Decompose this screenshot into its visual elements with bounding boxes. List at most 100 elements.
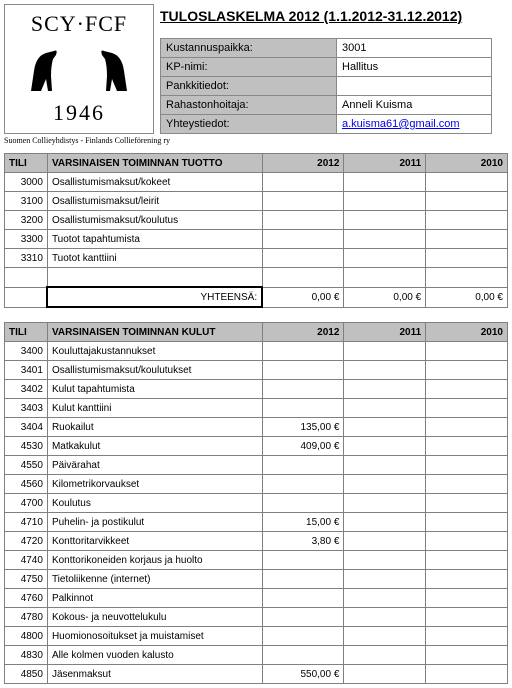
info-label: Pankkitiedot: xyxy=(161,77,337,96)
table-row: 3404Ruokailut135,00 € xyxy=(5,418,508,437)
val-2011 xyxy=(344,608,426,627)
table-row: 4700Koulutus xyxy=(5,494,508,513)
org-subtitle: Suomen Collieyhdistys - Finlands Collief… xyxy=(4,136,508,145)
account-code: 3100 xyxy=(5,192,48,211)
val-2012 xyxy=(262,475,344,494)
val-2010 xyxy=(426,665,508,684)
account-desc: Osallistumismaksut/kokeet xyxy=(47,173,262,192)
val-2010 xyxy=(426,361,508,380)
val-2010 xyxy=(426,627,508,646)
total-2011: 0,00 € xyxy=(344,287,426,307)
account-code: 4550 xyxy=(5,456,48,475)
val-2011 xyxy=(344,475,426,494)
val-2010 xyxy=(426,249,508,268)
table-row: 4800Huomionosoitukset ja muistamiset xyxy=(5,627,508,646)
table-row: 3100Osallistumismaksut/leirit xyxy=(5,192,508,211)
val-2010 xyxy=(426,418,508,437)
val-2010 xyxy=(426,456,508,475)
val-2012 xyxy=(262,211,344,230)
info-value[interactable]: a.kuisma61@gmail.com xyxy=(337,115,492,134)
val-2012 xyxy=(262,627,344,646)
account-desc: Osallistumismaksut/koulutukset xyxy=(47,361,262,380)
val-2010 xyxy=(426,646,508,665)
account-desc: Matkakulut xyxy=(47,437,262,456)
val-2010 xyxy=(426,475,508,494)
account-desc: Kokous- ja neuvottelukulu xyxy=(47,608,262,627)
logo-dogs xyxy=(5,41,153,96)
val-2012 xyxy=(262,589,344,608)
val-2011 xyxy=(344,418,426,437)
val-2011 xyxy=(344,230,426,249)
table-row: 4830Alle kolmen vuoden kalusto xyxy=(5,646,508,665)
val-2012 xyxy=(262,361,344,380)
val-2011 xyxy=(344,399,426,418)
col-2010: 2010 xyxy=(426,154,508,173)
account-code: 3402 xyxy=(5,380,48,399)
info-value: Anneli Kuisma xyxy=(337,96,492,115)
col-2010: 2010 xyxy=(426,323,508,342)
account-code: 3401 xyxy=(5,361,48,380)
val-2012 xyxy=(262,230,344,249)
account-desc: Tuotot tapahtumista xyxy=(47,230,262,249)
total-2010: 0,00 € xyxy=(426,287,508,307)
table-row: 3200Osallistumismaksut/koulutus xyxy=(5,211,508,230)
val-2012: 15,00 € xyxy=(262,513,344,532)
account-code: 4740 xyxy=(5,551,48,570)
logo: SCY·FCF 1946 xyxy=(4,4,154,134)
val-2011 xyxy=(344,456,426,475)
val-2011 xyxy=(344,627,426,646)
account-code: 3200 xyxy=(5,211,48,230)
account-code: 4710 xyxy=(5,513,48,532)
info-label: Kustannuspaikka: xyxy=(161,39,337,58)
header: SCY·FCF 1946 TULOSLASKELMA 2012 (1.1.201… xyxy=(4,4,508,134)
info-value: Hallitus xyxy=(337,58,492,77)
account-code: 4530 xyxy=(5,437,48,456)
val-2010 xyxy=(426,589,508,608)
val-2010 xyxy=(426,173,508,192)
table-row: 3401Osallistumismaksut/koulutukset xyxy=(5,361,508,380)
table-row: 4720Konttoritarvikkeet3,80 € xyxy=(5,532,508,551)
col-2011: 2011 xyxy=(344,154,426,173)
table-row: 4550Päivärahat xyxy=(5,456,508,475)
val-2010 xyxy=(426,494,508,513)
account-desc: Ruokailut xyxy=(47,418,262,437)
account-desc: Konttorikoneiden korjaus ja huolto xyxy=(47,551,262,570)
col-2012: 2012 xyxy=(262,323,344,342)
val-2012 xyxy=(262,494,344,513)
info-value: 3001 xyxy=(337,39,492,58)
header-right: TULOSLASKELMA 2012 (1.1.2012-31.12.2012)… xyxy=(160,4,508,134)
val-2012 xyxy=(262,380,344,399)
val-2012 xyxy=(262,249,344,268)
account-code: 4850 xyxy=(5,665,48,684)
info-value xyxy=(337,77,492,96)
account-code: 3403 xyxy=(5,399,48,418)
col-2011: 2011 xyxy=(344,323,426,342)
account-desc: Päivärahat xyxy=(47,456,262,475)
account-desc: Huomionosoitukset ja muistamiset xyxy=(47,627,262,646)
col-tili: TILI xyxy=(5,323,48,342)
dog-icon xyxy=(26,41,76,96)
account-desc: Jäsenmaksut xyxy=(47,665,262,684)
table-row: 4560Kilometrikorvaukset xyxy=(5,475,508,494)
table-row: 3300Tuotot tapahtumista xyxy=(5,230,508,249)
info-table: Kustannuspaikka:3001KP-nimi:HallitusPank… xyxy=(160,38,492,134)
val-2012: 3,80 € xyxy=(262,532,344,551)
table-row: 4750Tietoliikenne (internet) xyxy=(5,570,508,589)
section-header: VARSINAISEN TOIMINNAN TUOTTO xyxy=(47,154,262,173)
val-2010 xyxy=(426,532,508,551)
info-label: Rahastonhoitaja: xyxy=(161,96,337,115)
val-2011 xyxy=(344,342,426,361)
val-2011 xyxy=(344,513,426,532)
table-row: 4740Konttorikoneiden korjaus ja huolto xyxy=(5,551,508,570)
account-code: 4750 xyxy=(5,570,48,589)
dog-icon xyxy=(82,41,132,96)
account-desc: Puhelin- ja postikulut xyxy=(47,513,262,532)
val-2010 xyxy=(426,513,508,532)
val-2012 xyxy=(262,399,344,418)
val-2010 xyxy=(426,608,508,627)
val-2010 xyxy=(426,570,508,589)
table-row: 3400Kouluttajakustannukset xyxy=(5,342,508,361)
val-2012: 550,00 € xyxy=(262,665,344,684)
val-2011 xyxy=(344,361,426,380)
section-header: VARSINAISEN TOIMINNAN KULUT xyxy=(47,323,262,342)
